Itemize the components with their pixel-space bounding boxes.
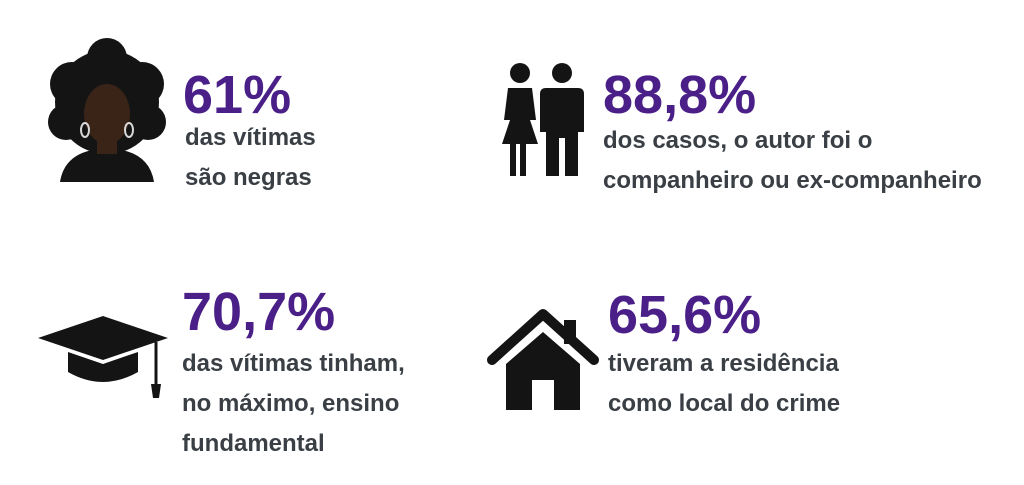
stat-description-line: fundamental [182,430,325,457]
stat-description-line: no máximo, ensino [182,390,400,417]
stat-description-line: tiveram a residência [608,350,839,377]
house-icon [487,309,599,410]
stat-description-line: dos casos, o autor foi o [603,127,873,154]
stat-description: das vítimas tinham, no máximo, ensino fu… [182,344,405,464]
stat-description: tiveram a residência como local do crime [608,344,840,424]
stat-description-line: são negras [185,164,312,191]
stat-value: 88,8% [603,65,757,125]
stat-description: das vítimas são negras [185,118,316,198]
stat-description: dos casos, o autor foi o companheiro ou … [603,121,982,201]
stat-value: 70,7% [182,282,336,342]
couple-icon [502,63,584,176]
stat-description-line: companheiro ou ex-companheiro [603,167,982,194]
stat-description-line: das vítimas [185,124,316,151]
stat-value: 61% [183,65,292,125]
graduation-cap-icon [38,316,168,398]
stat-description-line: como local do crime [608,390,841,417]
stat-description-line: das vítimas tinham, [182,350,405,377]
stat-value: 65,6% [608,285,762,345]
woman-afro-icon [48,38,166,182]
